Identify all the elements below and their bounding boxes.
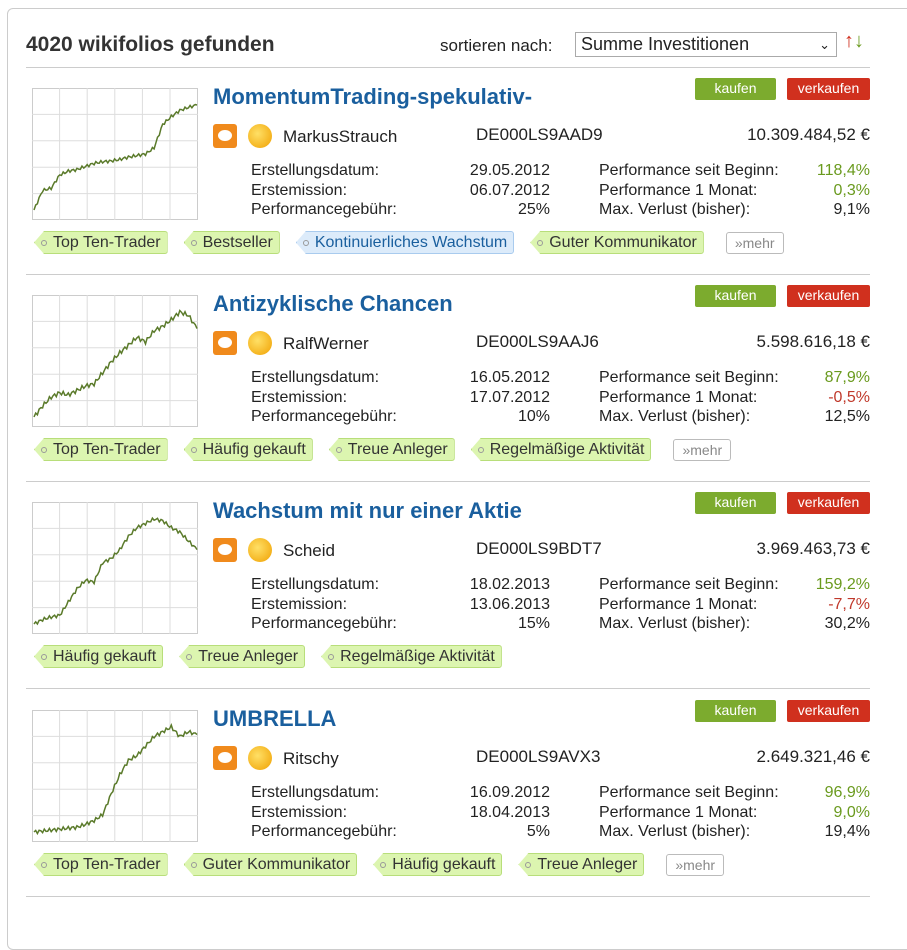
detail-values: 16.05.2012 17.07.2012 10% [469, 369, 550, 425]
performance-labels: Performance seit Beginn: Performance 1 Mo… [599, 576, 779, 632]
sort-select[interactable]: Summe Investitionen ⌄ [575, 32, 837, 57]
more-tags-button[interactable]: »mehr [666, 854, 725, 876]
performance-values: 87,9% -0,5% 12,5% [824, 369, 870, 425]
tag[interactable]: Treue Anleger [328, 438, 455, 461]
tag[interactable]: Häufig gekauft [373, 853, 503, 876]
sort-value: Summe Investitionen [581, 34, 750, 54]
tag-list: Top Ten-Trader Häufig gekauft Treue Anlege… [34, 438, 732, 461]
divider [26, 274, 870, 275]
wikifolio-card: Antizyklische Chancen kaufen verkaufen R… [0, 285, 907, 492]
tag[interactable]: Guter Kommunikator [530, 231, 704, 254]
invested-sum: 10.309.484,52 € [747, 125, 870, 144]
tag-list: Top Ten-Trader Bestseller Kontinuierliches… [34, 231, 784, 254]
trader-name[interactable]: Ritschy [283, 749, 339, 768]
tag[interactable]: Regelmäßige Aktivität [321, 645, 502, 668]
performance-sparkline[interactable] [32, 502, 198, 634]
wikifolio-title[interactable]: MomentumTrading-spekulativ- [213, 84, 533, 109]
performance-sparkline[interactable] [32, 88, 198, 220]
isin: DE000LS9AAD9 [476, 125, 603, 144]
sort-direction-icon[interactable]: ↑↓ [844, 30, 864, 52]
sparkline-line [33, 516, 198, 626]
comment-icon[interactable] [213, 538, 237, 562]
performance-sparkline[interactable] [32, 295, 198, 427]
divider [26, 688, 870, 689]
tag[interactable]: Häufig gekauft [183, 438, 313, 461]
wikifolio-title[interactable]: Antizyklische Chancen [213, 291, 453, 316]
sort-label: sortieren nach: [440, 36, 553, 55]
trader-badge-icon [248, 538, 272, 562]
divider [26, 896, 870, 897]
isin: DE000LS9BDT7 [476, 539, 602, 558]
performance-labels: Performance seit Beginn: Performance 1 Mo… [599, 784, 779, 840]
results-count: 4020 wikifolios gefunden [26, 33, 275, 56]
isin: DE000LS9AVX3 [476, 747, 601, 766]
performance-values: 96,9% 9,0% 19,4% [824, 784, 870, 840]
detail-labels: Erstellungsdatum: Erstemission: Performanc… [251, 576, 397, 632]
performance-labels: Performance seit Beginn: Performance 1 Mo… [599, 162, 779, 218]
wikifolio-title[interactable]: UMBRELLA [213, 706, 337, 731]
tag[interactable]: Regelmäßige Aktivität [470, 438, 652, 461]
performance-sparkline[interactable] [32, 710, 198, 842]
trader-badge-icon [248, 331, 272, 355]
wikifolio-title[interactable]: Wachstum mit nur einer Aktie [213, 498, 522, 523]
tag-list: Häufig gekauft Treue Anleger Regelmäßige A… [34, 645, 518, 668]
more-tags-button[interactable]: »mehr [673, 439, 732, 461]
sparkline-line [33, 723, 198, 836]
buy-button[interactable]: kaufen [695, 700, 776, 722]
detail-labels: Erstellungsdatum: Erstemission: Performanc… [251, 162, 397, 218]
detail-labels: Erstellungsdatum: Erstemission: Performanc… [251, 784, 397, 840]
tag[interactable]: Bestseller [183, 231, 280, 254]
detail-labels: Erstellungsdatum: Erstemission: Performanc… [251, 369, 397, 425]
trader-name[interactable]: Scheid [283, 541, 335, 560]
tag[interactable]: Häufig gekauft [34, 645, 164, 668]
comment-icon[interactable] [213, 124, 237, 148]
invested-sum: 2.649.321,46 € [756, 747, 870, 766]
sparkline-line [33, 309, 198, 418]
buy-button[interactable]: kaufen [695, 78, 776, 100]
detail-values: 18.02.2013 13.06.2013 15% [469, 576, 550, 632]
invested-sum: 5.598.616,18 € [756, 332, 870, 351]
trader-badge-icon [248, 124, 272, 148]
tag-list: Top Ten-Trader Guter Kommunikator Häufig g… [34, 853, 725, 876]
trader-name[interactable]: MarkusStrauch [283, 127, 398, 146]
performance-values: 118,4% 0,3% 9,1% [816, 162, 870, 218]
sell-button[interactable]: verkaufen [787, 78, 870, 100]
wikifolio-card: MomentumTrading-spekulativ- kaufen verka… [0, 78, 907, 285]
detail-values: 29.05.2012 06.07.2012 25% [469, 162, 550, 218]
sparkline-line [33, 103, 198, 211]
invested-sum: 3.969.463,73 € [756, 539, 870, 558]
trader-badge-icon [248, 746, 272, 770]
sell-button[interactable]: verkaufen [787, 285, 870, 307]
isin: DE000LS9AAJ6 [476, 332, 599, 351]
comment-icon[interactable] [213, 746, 237, 770]
performance-labels: Performance seit Beginn: Performance 1 Mo… [599, 369, 779, 425]
divider [26, 67, 870, 68]
buy-button[interactable]: kaufen [695, 285, 776, 307]
sell-button[interactable]: verkaufen [787, 700, 870, 722]
wikifolio-card: Wachstum mit nur einer Aktie kaufen verk… [0, 492, 907, 699]
tag[interactable]: Guter Kommunikator [183, 853, 358, 876]
chevron-down-icon: ⌄ [819, 37, 830, 52]
detail-values: 16.09.2012 18.04.2013 5% [469, 784, 550, 840]
tag[interactable]: Top Ten-Trader [34, 853, 168, 876]
buy-button[interactable]: kaufen [695, 492, 776, 514]
wikifolio-card: UMBRELLA kaufen verkaufen Ritschy DE000L… [0, 700, 907, 907]
tag[interactable]: Top Ten-Trader [34, 231, 168, 254]
comment-icon[interactable] [213, 331, 237, 355]
tag[interactable]: Treue Anleger [179, 645, 306, 668]
tag[interactable]: Kontinuierliches Wachstum [295, 231, 515, 254]
performance-values: 159,2% -7,7% 30,2% [815, 576, 870, 632]
more-tags-button[interactable]: »mehr [725, 232, 784, 254]
divider [26, 481, 870, 482]
trader-name[interactable]: RalfWerner [283, 334, 369, 353]
tag[interactable]: Top Ten-Trader [34, 438, 168, 461]
sell-button[interactable]: verkaufen [787, 492, 870, 514]
tag[interactable]: Treue Anleger [518, 853, 645, 876]
